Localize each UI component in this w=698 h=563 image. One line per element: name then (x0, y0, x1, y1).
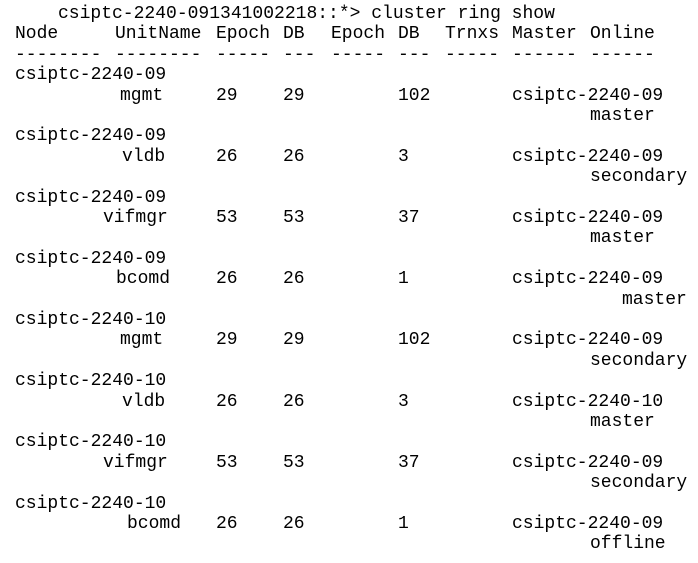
unit-name: vifmgr (103, 208, 168, 228)
master-node: csiptc-2240-09 (512, 85, 664, 106)
column-header: DB (398, 24, 420, 45)
epoch-value: 53 (216, 208, 238, 228)
node-name: csiptc-2240-10 (15, 371, 167, 392)
column-header: Trnxs (445, 24, 500, 45)
master-node: csiptc-2240-09 (512, 269, 664, 290)
unit-name: bcomd (116, 269, 171, 290)
column-header: Node (15, 24, 59, 45)
online-status: master (622, 289, 687, 310)
epoch-value: 53 (216, 452, 238, 473)
online-status: offline (590, 534, 666, 555)
online-status: master (590, 412, 655, 432)
master-node: csiptc-2240-09 (512, 208, 664, 228)
db-trnxs-value: 102 (398, 85, 431, 106)
master-node: csiptc-2240-09 (512, 146, 664, 167)
header-separator: --- (398, 44, 431, 65)
master-node: csiptc-2240-09 (512, 452, 664, 473)
online-status: secondary (590, 167, 688, 188)
column-header: UnitName (115, 24, 202, 45)
db-epoch-value: 29 (283, 330, 305, 351)
db-epoch-value: 53 (283, 208, 305, 228)
command-prompt: csiptc-2240-091341002218::*> cluster rin… (58, 4, 555, 24)
epoch-value: 26 (216, 146, 238, 167)
column-header: Epoch (331, 24, 386, 45)
header-separator: ----- (216, 44, 271, 65)
db-epoch-value: 26 (283, 146, 305, 167)
online-status: secondary (590, 473, 688, 494)
db-epoch-value: 26 (283, 514, 305, 534)
db-trnxs-value: 102 (398, 330, 431, 351)
online-status: master (590, 228, 655, 249)
db-epoch-value: 26 (283, 391, 305, 412)
node-name: csiptc-2240-09 (15, 248, 167, 269)
column-header: Epoch (216, 24, 271, 45)
db-epoch-value: 26 (283, 269, 305, 290)
header-separator: ------ (512, 44, 577, 65)
node-name: csiptc-2240-10 (15, 493, 167, 514)
column-header: Master (512, 24, 577, 45)
header-separator: --- (283, 44, 316, 65)
epoch-value: 26 (216, 269, 238, 290)
db-trnxs-value: 3 (398, 391, 409, 412)
header-separator: ----- (331, 44, 386, 65)
epoch-value: 29 (216, 330, 238, 351)
master-node: csiptc-2240-09 (512, 514, 664, 534)
header-separator: -------- (115, 44, 202, 65)
header-separator: -------- (15, 44, 102, 65)
unit-name: vldb (122, 146, 166, 167)
db-epoch-value: 29 (283, 85, 305, 106)
header-separator: ----- (445, 44, 500, 65)
db-trnxs-value: 37 (398, 208, 420, 228)
node-name: csiptc-2240-10 (15, 310, 167, 330)
unit-name: bcomd (127, 514, 182, 534)
unit-name: vifmgr (103, 452, 168, 473)
unit-name: vldb (122, 391, 166, 412)
online-status: master (590, 106, 655, 126)
unit-name: mgmt (120, 330, 164, 351)
db-trnxs-value: 1 (398, 514, 409, 534)
node-name: csiptc-2240-09 (15, 187, 167, 208)
db-trnxs-value: 37 (398, 452, 420, 473)
db-trnxs-value: 3 (398, 146, 409, 167)
db-epoch-value: 53 (283, 452, 305, 473)
node-name: csiptc-2240-09 (15, 65, 167, 86)
db-trnxs-value: 1 (398, 269, 409, 290)
column-header: Online (590, 24, 655, 45)
online-status: secondary (590, 350, 688, 371)
column-header: DB (283, 24, 305, 45)
epoch-value: 26 (216, 391, 238, 412)
master-node: csiptc-2240-10 (512, 391, 664, 412)
header-separator: ------ (590, 44, 655, 65)
node-name: csiptc-2240-10 (15, 432, 167, 453)
master-node: csiptc-2240-09 (512, 330, 664, 351)
epoch-value: 29 (216, 85, 238, 106)
node-name: csiptc-2240-09 (15, 126, 167, 147)
epoch-value: 26 (216, 514, 238, 534)
unit-name: mgmt (120, 85, 164, 106)
